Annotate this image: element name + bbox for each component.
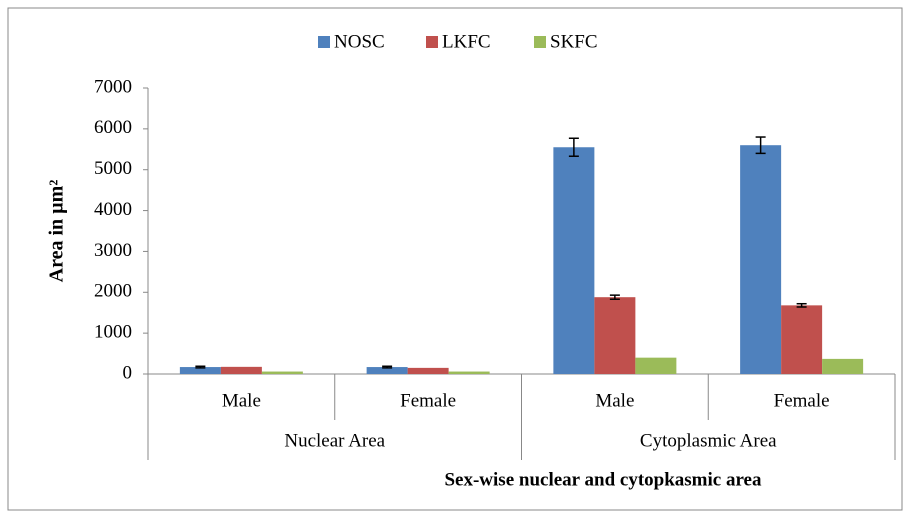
y-tick-label: 0 [123, 362, 133, 383]
y-tick-label: 5000 [94, 158, 132, 179]
bar [448, 371, 490, 374]
bar [822, 358, 864, 374]
y-axis-label: Area in µm² [46, 180, 68, 283]
x-tick-label: Female [774, 390, 830, 411]
bar [781, 305, 823, 374]
y-tick-label: 7000 [94, 76, 132, 97]
bar [179, 367, 221, 374]
legend-label: NOSC [334, 31, 385, 52]
bar [594, 297, 636, 374]
legend-label: SKFC [550, 31, 598, 52]
y-tick-label: 6000 [94, 117, 132, 138]
legend-swatch [426, 36, 438, 48]
bar [740, 145, 782, 374]
x-tick-label: Female [400, 390, 456, 411]
x-tick-label: Male [595, 390, 634, 411]
x-axis-label: Sex-wise nuclear and cytopkasmic area [444, 469, 762, 490]
legend-swatch [318, 36, 330, 48]
y-tick-label: 3000 [94, 240, 132, 261]
bar [635, 357, 677, 374]
x-tick-label: Male [222, 390, 261, 411]
bar [220, 366, 262, 374]
legend-label: LKFC [442, 31, 491, 52]
y-tick-label: 1000 [94, 322, 132, 343]
y-tick-label: 2000 [94, 281, 132, 302]
legend-swatch [534, 36, 546, 48]
bar [407, 367, 449, 374]
bar [366, 367, 408, 374]
group-label: Nuclear Area [284, 430, 385, 451]
bar [553, 147, 595, 374]
y-tick-label: 4000 [94, 199, 132, 220]
group-label: Cytoplasmic Area [640, 430, 777, 451]
bar [261, 371, 303, 374]
